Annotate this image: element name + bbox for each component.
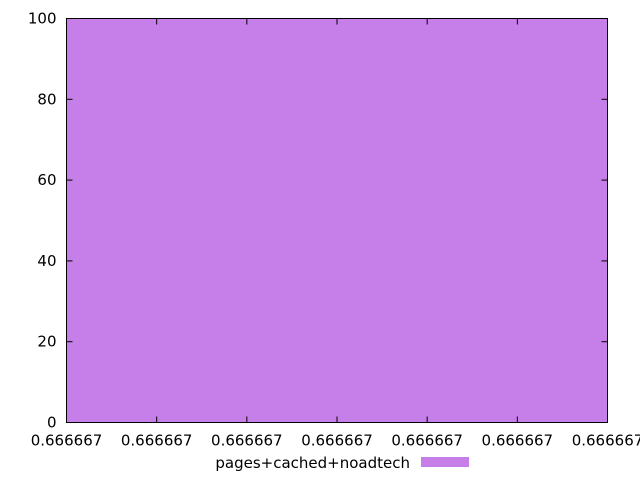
x-tick-label: 0.666667 bbox=[391, 432, 463, 450]
x-tick-label: 0.666667 bbox=[211, 432, 283, 450]
x-tick-label: 0.666667 bbox=[121, 432, 193, 450]
x-tick-label: 0.666667 bbox=[572, 432, 640, 450]
area-layer bbox=[67, 19, 608, 423]
area-series-0 bbox=[67, 19, 608, 423]
x-tick-label: 0.666667 bbox=[31, 432, 103, 450]
y-tick-label: 20 bbox=[37, 333, 56, 351]
legend-swatch bbox=[421, 457, 469, 467]
legend-label: pages+cached+noadtech bbox=[215, 454, 410, 472]
y-tick-label: 0 bbox=[47, 414, 57, 432]
y-tick-label: 100 bbox=[28, 10, 57, 28]
x-tick-label: 0.666667 bbox=[482, 432, 554, 450]
y-tick-label: 60 bbox=[37, 171, 56, 189]
y-tick-label: 80 bbox=[37, 90, 56, 108]
x-tick-label: 0.666667 bbox=[301, 432, 373, 450]
legend: pages+cached+noadtech bbox=[215, 454, 469, 472]
y-tick-label: 40 bbox=[37, 252, 56, 270]
